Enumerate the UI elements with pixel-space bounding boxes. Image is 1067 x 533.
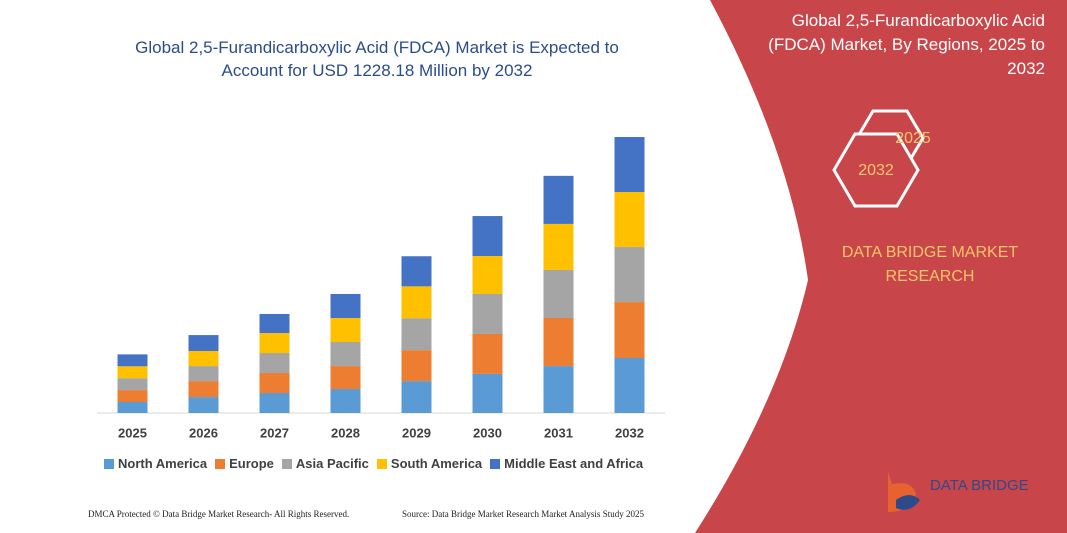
bar-segment bbox=[330, 293, 361, 319]
bar-segment bbox=[472, 373, 503, 413]
legend-swatch bbox=[104, 458, 114, 469]
brand: DATA BRIDGE MARKET RESEARCH bbox=[841, 244, 1019, 285]
bar-segment bbox=[117, 390, 148, 402]
x-tick-label: 2032 bbox=[615, 425, 644, 440]
bar-segment bbox=[614, 357, 645, 413]
bar-segment bbox=[543, 269, 574, 319]
bar-segment bbox=[117, 401, 148, 413]
legend-label: Asia Pacific bbox=[295, 456, 369, 471]
bar-segment bbox=[401, 318, 432, 351]
hex-label: 2032 bbox=[858, 162, 894, 179]
bar-segment bbox=[330, 342, 361, 367]
side-panel bbox=[695, 0, 1067, 533]
logo-text: DATA BRIDGE bbox=[930, 477, 1029, 494]
hex-label: 2025 bbox=[895, 130, 931, 147]
bar-segment bbox=[401, 381, 432, 413]
bar-segment bbox=[472, 256, 503, 294]
x-tick-label: 2029 bbox=[402, 425, 431, 440]
legend: North America Europe Asia Pacific South Ame… bbox=[104, 456, 643, 471]
bar-segment bbox=[543, 175, 574, 224]
legend-item: Middle East and Africa bbox=[490, 456, 643, 471]
legend-label: Europe bbox=[229, 456, 274, 471]
bar-segment bbox=[188, 397, 219, 413]
panel-title: Global 2,5-Furandicarboxylic Acid (FDCA)… bbox=[768, 11, 1045, 78]
legend-swatch bbox=[215, 458, 226, 469]
x-tick-label: 2031 bbox=[544, 425, 573, 440]
bar-segment bbox=[259, 353, 290, 374]
bar-segment bbox=[259, 373, 290, 394]
x-tick-label: 2028 bbox=[331, 425, 360, 440]
bar-segment bbox=[614, 192, 645, 248]
legend-label: North America bbox=[118, 456, 208, 471]
legend-label: South America bbox=[390, 456, 483, 471]
legend-item: North America bbox=[104, 456, 207, 471]
bar-segment bbox=[330, 388, 361, 413]
x-tick-label: 2030 bbox=[473, 425, 502, 440]
legend-item: South America bbox=[376, 456, 483, 471]
legend-swatch bbox=[376, 458, 387, 469]
bar-segment bbox=[472, 293, 503, 334]
bar-segment bbox=[543, 366, 574, 413]
bar-segment bbox=[614, 302, 645, 358]
bar-segment bbox=[259, 313, 290, 334]
bar-segment bbox=[188, 381, 219, 398]
bar-segment bbox=[117, 378, 148, 391]
footer-right: Source: Data Bridge Market Research Mark… bbox=[402, 509, 644, 519]
x-tick-label: 2025 bbox=[118, 425, 147, 440]
bar-segment bbox=[188, 351, 219, 367]
bar-segment bbox=[117, 366, 148, 379]
logo-icon bbox=[896, 495, 920, 510]
bar-segment bbox=[472, 216, 503, 257]
bar-segment bbox=[117, 354, 148, 367]
bar-segment bbox=[543, 318, 574, 367]
hexagon bbox=[832, 132, 920, 208]
bar-segment bbox=[188, 335, 219, 352]
bar-segment bbox=[401, 256, 432, 287]
bar-segment bbox=[401, 286, 432, 319]
bar-segment bbox=[614, 247, 645, 303]
x-tick-label: 2027 bbox=[260, 425, 289, 440]
chart: 2025 2026 2027 2028 2029 2030 2031 2032 bbox=[97, 137, 665, 440]
bar-segment bbox=[259, 393, 290, 413]
x-tick-label: 2026 bbox=[189, 425, 218, 440]
bar-segment bbox=[330, 318, 361, 343]
bar-segment bbox=[330, 366, 361, 389]
legend-swatch bbox=[281, 458, 292, 469]
bar-segment bbox=[259, 333, 290, 354]
chart-title: Global 2,5-Furandicarboxylic Acid (FDCA)… bbox=[135, 38, 619, 80]
bar-segment bbox=[614, 137, 645, 193]
bar-segment bbox=[543, 223, 574, 270]
legend-swatch bbox=[490, 458, 501, 469]
legend-label: Middle East and Africa bbox=[504, 456, 644, 471]
legend-item: Asia Pacific bbox=[281, 456, 369, 471]
bar-segment bbox=[401, 350, 432, 382]
bar-segment bbox=[472, 333, 503, 374]
footer-left: DMCA Protected © Data Bridge Market Rese… bbox=[88, 509, 350, 519]
legend-item: Europe bbox=[215, 456, 274, 471]
bar-segment bbox=[188, 366, 219, 382]
